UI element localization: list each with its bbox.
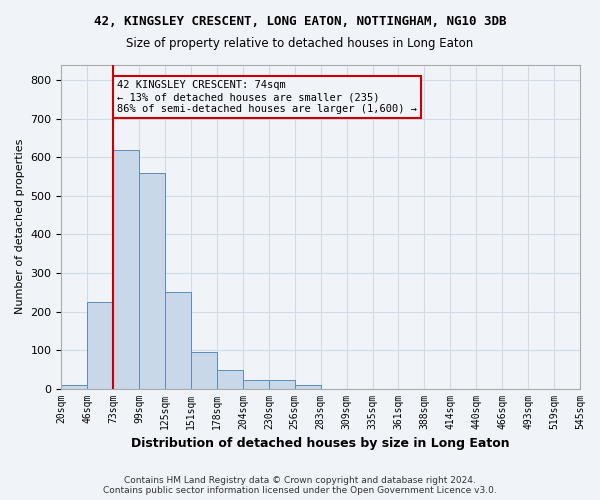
Bar: [191, 352, 217, 389]
Bar: [217, 370, 243, 388]
Y-axis label: Number of detached properties: Number of detached properties: [15, 139, 25, 314]
Text: Size of property relative to detached houses in Long Eaton: Size of property relative to detached ho…: [127, 38, 473, 51]
Text: Contains HM Land Registry data © Crown copyright and database right 2024.
Contai: Contains HM Land Registry data © Crown c…: [103, 476, 497, 495]
Text: 42 KINGSLEY CRESCENT: 74sqm
← 13% of detached houses are smaller (235)
86% of se: 42 KINGSLEY CRESCENT: 74sqm ← 13% of det…: [117, 80, 417, 114]
Text: 42, KINGSLEY CRESCENT, LONG EATON, NOTTINGHAM, NG10 3DB: 42, KINGSLEY CRESCENT, LONG EATON, NOTTI…: [94, 15, 506, 28]
Bar: [269, 380, 295, 388]
Bar: [243, 380, 269, 388]
Bar: [113, 150, 139, 388]
X-axis label: Distribution of detached houses by size in Long Eaton: Distribution of detached houses by size …: [131, 437, 510, 450]
Bar: [139, 173, 165, 388]
Bar: [88, 302, 113, 388]
Bar: [165, 292, 191, 388]
Bar: [61, 386, 88, 388]
Bar: [295, 386, 321, 388]
